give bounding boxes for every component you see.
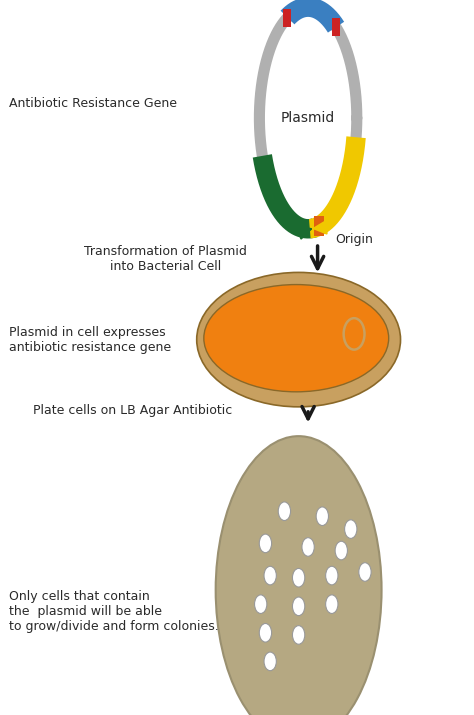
Circle shape [259,623,272,642]
Circle shape [255,595,267,613]
Circle shape [359,563,371,581]
Text: Transformation of Plasmid
into Bacterial Cell: Transformation of Plasmid into Bacterial… [84,245,247,273]
Bar [314,216,324,236]
Circle shape [292,597,305,616]
Circle shape [326,595,338,613]
Bar [332,19,340,36]
Circle shape [316,507,328,526]
Circle shape [292,568,305,587]
Circle shape [326,566,338,585]
Ellipse shape [216,436,382,715]
Circle shape [264,652,276,671]
Circle shape [345,520,357,538]
Text: Plasmid in cell expresses
antibiotic resistance gene: Plasmid in cell expresses antibiotic res… [9,325,172,354]
Text: Plate cells on LB Agar Antibiotic: Plate cells on LB Agar Antibiotic [33,403,232,417]
Circle shape [264,566,276,585]
Text: Origin: Origin [336,233,374,246]
Text: Antibiotic Resistance Gene: Antibiotic Resistance Gene [9,97,177,110]
Circle shape [302,538,314,556]
Circle shape [259,534,272,553]
Circle shape [292,626,305,644]
Text: Plasmid: Plasmid [281,111,335,125]
Text: Only cells that contain
the  plasmid will be able
to grow/divide and form coloni: Only cells that contain the plasmid will… [9,590,219,633]
Ellipse shape [204,285,389,392]
Circle shape [335,541,347,560]
Ellipse shape [197,272,401,407]
Circle shape [278,502,291,521]
Bar [283,9,291,27]
